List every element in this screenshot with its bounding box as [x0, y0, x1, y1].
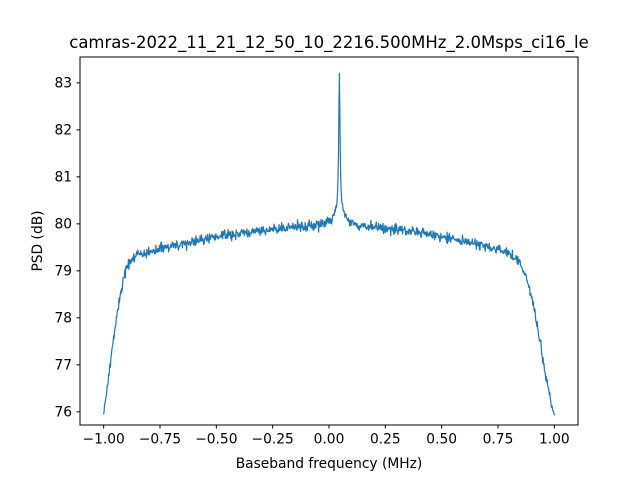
- y-tick-label: 79: [54, 264, 72, 280]
- x-tick-label: 0.25: [370, 432, 401, 448]
- y-tick-label: 78: [54, 311, 72, 327]
- y-axis-label: PSD (dB): [30, 210, 46, 271]
- psd-trace: [103, 72, 555, 416]
- x-tick-label: −1.00: [83, 432, 125, 448]
- x-tick-label: 1.00: [539, 432, 570, 448]
- x-tick-label: 0.75: [483, 432, 514, 448]
- chart-title: camras-2022_11_21_12_50_10_2216.500MHz_2…: [69, 33, 588, 53]
- y-tick-label: 80: [54, 217, 72, 233]
- x-tick-label: 0.50: [426, 432, 457, 448]
- y-tick-label: 81: [54, 170, 72, 186]
- axes-frame: [79, 56, 579, 426]
- y-tick-label: 77: [54, 358, 72, 374]
- y-tick-label: 83: [54, 76, 72, 92]
- x-tick-label: −0.25: [252, 432, 294, 448]
- x-tick-label: 0.00: [314, 432, 345, 448]
- y-tick-label: 76: [54, 405, 72, 421]
- y-tick-label: 82: [54, 123, 72, 139]
- x-axis-label: Baseband frequency (MHz): [236, 456, 423, 472]
- x-tick-label: −0.50: [195, 432, 237, 448]
- plot-area: −1.00 −0.75 −0.50 −0.25 0.00 0.25 0.50 0.75 1.00…: [54, 56, 579, 448]
- x-tick-label: −0.75: [139, 432, 181, 448]
